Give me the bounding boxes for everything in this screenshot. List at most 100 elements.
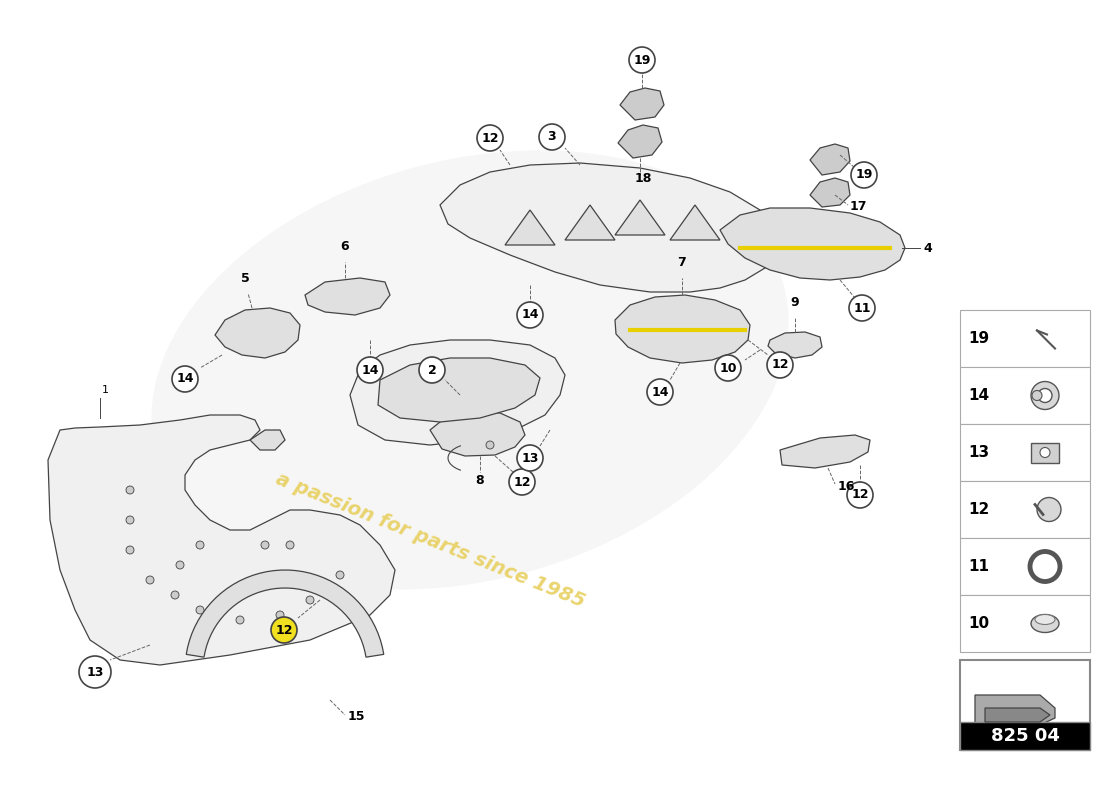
Polygon shape [975, 695, 1055, 725]
Circle shape [126, 516, 134, 524]
FancyBboxPatch shape [960, 722, 1090, 750]
Circle shape [176, 561, 184, 569]
Text: 12: 12 [968, 502, 989, 517]
Circle shape [715, 355, 741, 381]
Polygon shape [615, 200, 666, 235]
Circle shape [647, 379, 673, 405]
Circle shape [477, 125, 503, 151]
Circle shape [79, 656, 111, 688]
Circle shape [767, 352, 793, 378]
Text: 12: 12 [771, 358, 789, 371]
Text: 15: 15 [348, 710, 365, 723]
Polygon shape [565, 205, 615, 240]
Ellipse shape [1035, 614, 1055, 625]
Polygon shape [214, 308, 300, 358]
Text: a passion for parts since 1985: a passion for parts since 1985 [273, 469, 587, 611]
Circle shape [276, 611, 284, 619]
Text: 13: 13 [521, 451, 539, 465]
Text: 825 04: 825 04 [991, 727, 1059, 745]
Circle shape [419, 357, 446, 383]
Text: 10: 10 [968, 616, 989, 631]
Circle shape [286, 541, 294, 549]
Text: 18: 18 [635, 172, 652, 185]
Polygon shape [250, 430, 285, 450]
FancyBboxPatch shape [960, 424, 1090, 481]
Text: 11: 11 [854, 302, 871, 314]
Circle shape [126, 546, 134, 554]
Polygon shape [768, 332, 822, 358]
Circle shape [1040, 447, 1050, 458]
Text: 8: 8 [475, 474, 484, 487]
Circle shape [517, 302, 543, 328]
Circle shape [849, 295, 875, 321]
Circle shape [172, 366, 198, 392]
Circle shape [146, 576, 154, 584]
FancyBboxPatch shape [960, 595, 1090, 652]
Text: 3: 3 [548, 130, 557, 143]
Circle shape [1031, 382, 1059, 410]
Polygon shape [378, 358, 540, 422]
Polygon shape [505, 210, 556, 245]
Circle shape [170, 591, 179, 599]
Polygon shape [618, 125, 662, 158]
Text: 6: 6 [341, 240, 350, 253]
Text: 12: 12 [851, 489, 869, 502]
Text: 19: 19 [634, 54, 651, 66]
Circle shape [261, 541, 270, 549]
Polygon shape [186, 570, 384, 657]
Polygon shape [48, 415, 395, 665]
Text: 14: 14 [651, 386, 669, 398]
Text: 1: 1 [102, 385, 109, 395]
Circle shape [196, 606, 204, 614]
Text: 12: 12 [482, 131, 498, 145]
Text: 19: 19 [856, 169, 872, 182]
Circle shape [236, 616, 244, 624]
Circle shape [358, 357, 383, 383]
Text: 13: 13 [968, 445, 989, 460]
Circle shape [539, 124, 565, 150]
Text: 14: 14 [968, 388, 989, 403]
Polygon shape [430, 412, 525, 456]
Text: 12: 12 [275, 623, 293, 637]
FancyBboxPatch shape [960, 481, 1090, 538]
Polygon shape [670, 205, 720, 240]
Text: 16: 16 [838, 480, 856, 493]
Text: 12: 12 [514, 475, 530, 489]
Ellipse shape [1031, 614, 1059, 633]
Text: 4: 4 [923, 242, 932, 254]
Polygon shape [620, 88, 664, 120]
Polygon shape [810, 178, 850, 207]
Text: 11: 11 [968, 559, 989, 574]
Text: 9: 9 [791, 296, 800, 309]
FancyBboxPatch shape [960, 660, 1090, 750]
Text: 10: 10 [719, 362, 737, 374]
Polygon shape [984, 708, 1050, 722]
Circle shape [126, 486, 134, 494]
FancyBboxPatch shape [1031, 442, 1059, 462]
Text: 14: 14 [176, 373, 194, 386]
Text: 17: 17 [850, 200, 868, 213]
Circle shape [306, 596, 313, 604]
Polygon shape [350, 340, 565, 445]
Circle shape [1032, 390, 1042, 401]
Text: 14: 14 [521, 309, 539, 322]
Polygon shape [305, 278, 390, 315]
Text: 7: 7 [678, 256, 686, 269]
Circle shape [847, 482, 873, 508]
Polygon shape [810, 144, 850, 175]
Circle shape [271, 617, 297, 643]
Circle shape [509, 469, 535, 495]
Circle shape [336, 571, 344, 579]
Circle shape [1030, 551, 1060, 582]
Polygon shape [440, 163, 776, 292]
Polygon shape [780, 435, 870, 468]
Circle shape [196, 541, 204, 549]
Circle shape [1037, 498, 1062, 522]
Circle shape [851, 162, 877, 188]
Polygon shape [720, 208, 905, 280]
Text: 19: 19 [968, 331, 989, 346]
Text: 5: 5 [241, 272, 250, 285]
FancyBboxPatch shape [960, 538, 1090, 595]
Circle shape [517, 445, 543, 471]
FancyBboxPatch shape [960, 310, 1090, 367]
